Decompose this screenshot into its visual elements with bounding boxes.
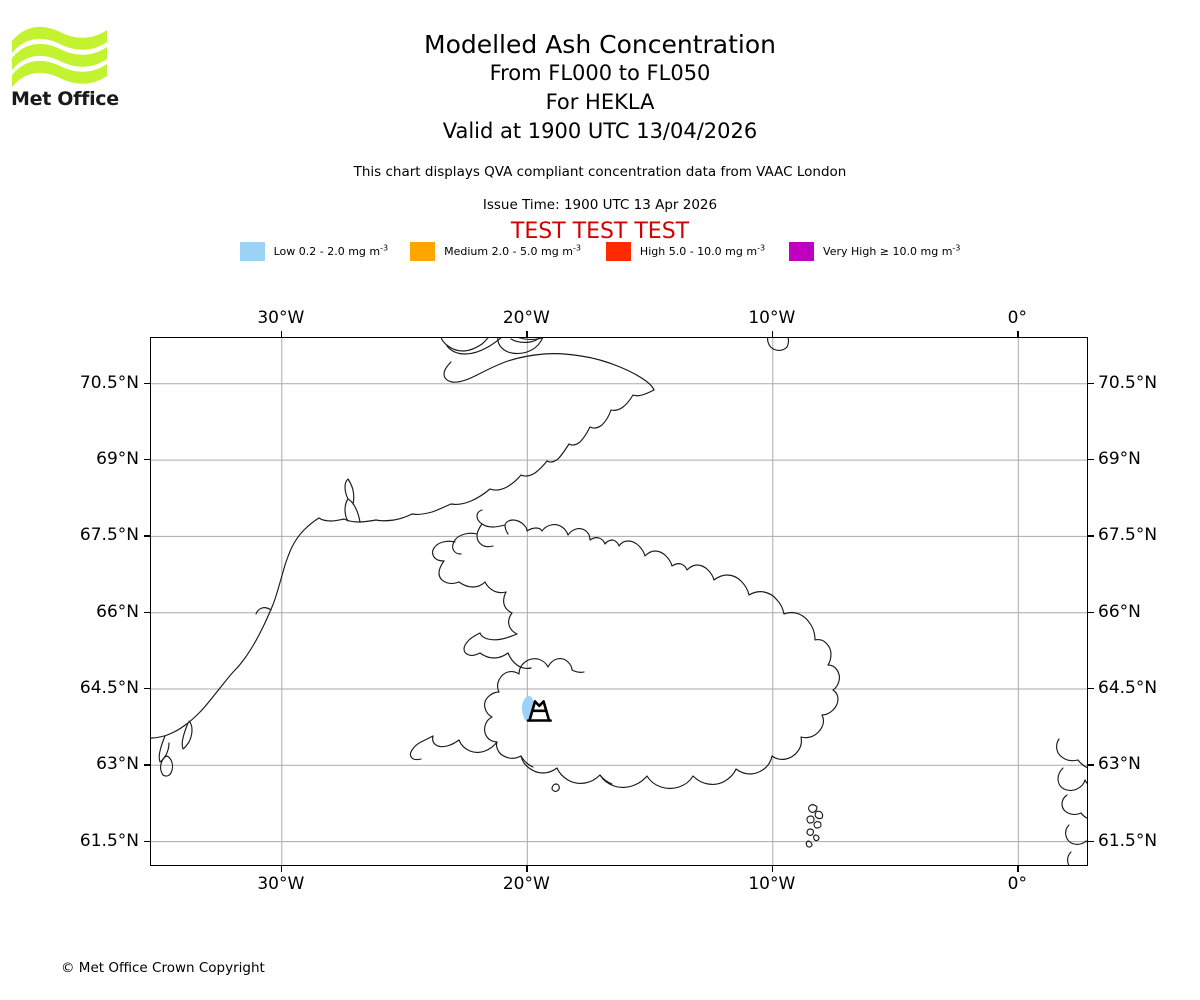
lat-tick-left <box>144 459 150 461</box>
lat-tick-right <box>1088 535 1094 537</box>
lat-label-right-67-5n: 67.5°N <box>1098 525 1158 546</box>
lat-tick-right <box>1088 764 1094 766</box>
lon-tick-bottom <box>1017 866 1019 872</box>
lon-label-top-0: 0° <box>1007 308 1027 328</box>
volcano-icon <box>526 700 552 722</box>
map-gridlines <box>151 338 1087 865</box>
lat-label-right-69n: 69°N <box>1098 449 1141 470</box>
ash-concentration-map: 30°W 20°W 10°W 0° 30°W 20°W 10°W 0° 70.5… <box>80 308 1157 894</box>
legend-item-low: Low 0.2 - 2.0 mg m-3 <box>239 242 389 261</box>
lat-label-left-69n: 69°N <box>96 449 139 470</box>
lat-tick-left <box>144 611 150 614</box>
legend-item-very-high: Very High ≥ 10.0 mg m-3 <box>789 242 960 261</box>
concentration-legend: Low 0.2 - 2.0 mg m-3 Medium 2.0 - 5.0 mg… <box>0 242 1200 261</box>
lat-label-left-64-5n: 64.5°N <box>79 678 139 698</box>
lon-tick-top <box>280 331 283 337</box>
map-canvas <box>151 338 1087 865</box>
lat-tick-left <box>144 382 150 385</box>
lon-tick-top <box>771 331 774 337</box>
lon-tick-top <box>526 331 528 337</box>
lat-tick-right <box>1088 611 1094 614</box>
page-title: Modelled Ash Concentration <box>424 30 776 59</box>
lat-label-left-70-5n: 70.5°N <box>79 372 139 393</box>
lon-tick-bottom <box>280 866 283 872</box>
legend-swatch-medium <box>410 242 436 261</box>
lat-tick-right <box>1088 459 1094 461</box>
legend-label-medium: Medium 2.0 - 5.0 mg m-3 <box>444 242 581 258</box>
flight-level-range: From FL000 to FL050 <box>489 61 711 85</box>
lat-tick-left <box>144 535 150 537</box>
lat-label-right-64-5n: 64.5°N <box>1098 678 1158 698</box>
lat-label-left-67-5n: 67.5°N <box>79 525 139 546</box>
lat-tick-left <box>144 688 150 690</box>
valid-time: Valid at 1900 UTC 13/04/2026 <box>442 119 758 143</box>
map-plot-area <box>150 337 1088 866</box>
waves-icon <box>12 26 107 87</box>
met-office-logo: Met Office <box>10 25 200 120</box>
lat-label-left-63n: 63°N <box>96 754 139 775</box>
lat-label-right-70-5n: 70.5°N <box>1098 372 1158 393</box>
logo-wordmark: Met Office <box>11 88 119 110</box>
lon-tick-bottom <box>526 866 528 872</box>
volcano-name: For HEKLA <box>545 90 655 114</box>
legend-swatch-low <box>239 242 265 261</box>
lon-tick-bottom <box>771 866 774 872</box>
lon-label-top-10w: 10°W <box>748 308 796 328</box>
legend-item-medium: Medium 2.0 - 5.0 mg m-3 <box>410 242 581 261</box>
lon-tick-top <box>1017 331 1019 337</box>
copyright-notice: © Met Office Crown Copyright <box>61 960 265 976</box>
legend-item-high: High 5.0 - 10.0 mg m-3 <box>605 242 766 261</box>
issue-time: Issue Time: 1900 UTC 13 Apr 2026 <box>482 197 718 213</box>
lon-label-top-20w: 20°W <box>502 308 550 328</box>
lon-label-bottom-30w: 30°W <box>257 874 305 894</box>
lat-tick-left <box>144 840 150 842</box>
coastlines <box>151 338 1087 865</box>
legend-swatch-high <box>605 242 631 261</box>
lat-label-right-61-5n: 61.5°N <box>1098 830 1158 851</box>
qva-note: This chart displays QVA compliant concen… <box>353 164 847 180</box>
legend-label-high: High 5.0 - 10.0 mg m-3 <box>639 242 766 258</box>
legend-label-very-high: Very High ≥ 10.0 mg m-3 <box>823 242 961 258</box>
lat-label-right-66n: 66°N <box>1098 601 1141 622</box>
lon-label-bottom-0: 0° <box>1007 874 1027 894</box>
legend-label-low: Low 0.2 - 2.0 mg m-3 <box>273 242 389 258</box>
lat-label-right-63n: 63°N <box>1098 754 1141 775</box>
lat-label-left-61-5n: 61.5°N <box>79 830 139 851</box>
legend-swatch-very-high <box>789 242 815 261</box>
lat-label-left-66n: 66°N <box>96 601 139 622</box>
chart-header: Modelled Ash Concentration From FL000 to… <box>0 0 1200 245</box>
lat-tick-left <box>144 764 150 766</box>
lon-label-bottom-10w: 10°W <box>748 874 796 894</box>
lat-tick-right <box>1088 688 1094 690</box>
lat-tick-right <box>1088 840 1094 842</box>
lat-tick-right <box>1088 382 1094 385</box>
lon-label-bottom-20w: 20°W <box>502 874 550 894</box>
test-banner: TEST TEST TEST <box>510 219 690 244</box>
lon-label-top-30w: 30°W <box>257 308 305 328</box>
